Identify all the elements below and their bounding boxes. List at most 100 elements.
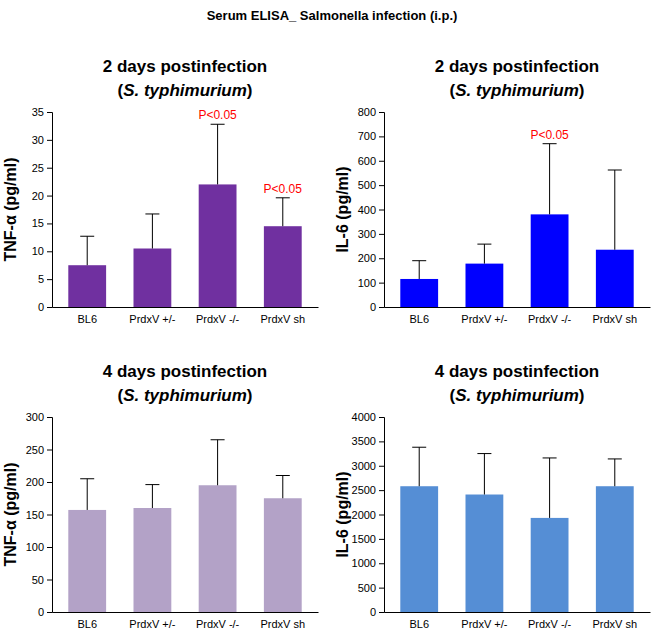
y-tick-mark bbox=[379, 210, 384, 211]
error-bar-stem bbox=[152, 485, 153, 508]
y-tick-label: 0 bbox=[38, 301, 44, 313]
chart-panel: 2 days postinfection(S. typhimurium)0100… bbox=[334, 57, 651, 325]
y-axis-title: IL-6 (pg/ml) bbox=[334, 166, 351, 252]
y-tick-label: 500 bbox=[358, 582, 376, 594]
x-axis: BL6PrdxV +/-PrdxV -/-PrdxV sh bbox=[385, 308, 651, 325]
y-tick: 50 bbox=[32, 574, 52, 586]
error-bar-cap bbox=[412, 447, 426, 448]
x-tick: PrdxV +/- bbox=[461, 618, 507, 630]
error-bar bbox=[543, 144, 557, 215]
y-tick-label: 25 bbox=[32, 162, 44, 174]
y-tick-label: 1500 bbox=[352, 533, 376, 545]
x-tick: PrdxV -/- bbox=[196, 313, 240, 325]
y-tick: 300 bbox=[358, 228, 384, 240]
y-tick-mark bbox=[47, 450, 52, 451]
y-tick: 200 bbox=[26, 476, 52, 488]
y-tick-mark bbox=[379, 515, 384, 516]
error-bar-stem bbox=[152, 214, 153, 249]
y-tick-label: 500 bbox=[358, 179, 376, 191]
x-tick-label: PrdxV -/- bbox=[528, 618, 572, 630]
y-tick-mark bbox=[379, 563, 384, 564]
x-axis-line bbox=[385, 307, 651, 308]
x-tick-label: PrdxV -/- bbox=[196, 618, 240, 630]
x-tick-label: PrdxV +/- bbox=[461, 313, 507, 325]
error-bar bbox=[412, 447, 426, 486]
y-tick-label: 30 bbox=[32, 134, 44, 146]
bar bbox=[531, 518, 569, 612]
y-tick-mark bbox=[47, 482, 52, 483]
y-tick-mark bbox=[379, 307, 384, 308]
error-bar-cap bbox=[477, 453, 491, 454]
x-tick: PrdxV sh bbox=[260, 618, 305, 630]
chart-subtitle: (S. typhimurium) bbox=[449, 81, 584, 100]
y-tick-label: 0 bbox=[370, 301, 376, 313]
bar bbox=[465, 495, 503, 612]
y-tick-label: 300 bbox=[358, 228, 376, 240]
y-tick-mark bbox=[379, 588, 384, 589]
error-bar bbox=[608, 459, 622, 486]
error-bar bbox=[477, 244, 491, 263]
y-tick-label: 3500 bbox=[352, 435, 376, 447]
y-tick: 5 bbox=[38, 273, 52, 285]
bar bbox=[596, 250, 634, 307]
y-tick-mark bbox=[47, 279, 52, 280]
y-tick-label: 600 bbox=[358, 155, 376, 167]
error-bar bbox=[276, 198, 290, 226]
y-axis-title: IL-6 (pg/ml) bbox=[334, 471, 351, 557]
error-bar-cap bbox=[145, 213, 159, 214]
y-axis: 050100150200250300 bbox=[26, 411, 53, 618]
x-axis: BL6PrdxV +/-PrdxV -/-PrdxV sh bbox=[53, 613, 319, 630]
x-tick-label: PrdxV +/- bbox=[461, 618, 507, 630]
annotation: P<0.05 bbox=[264, 182, 303, 196]
error-bar-stem bbox=[549, 144, 550, 215]
x-tick: PrdxV -/- bbox=[196, 618, 240, 630]
x-axis: BL6 PrdxV +/- PrdxV -/- PrdxV sh bbox=[385, 613, 651, 630]
error-bar-stem bbox=[484, 244, 485, 263]
y-tick-mark bbox=[379, 136, 384, 137]
error-bar-cap bbox=[477, 244, 491, 245]
y-tick-label: 1000 bbox=[352, 557, 376, 569]
y-tick-mark bbox=[379, 417, 384, 418]
error-bar bbox=[80, 236, 94, 265]
y-tick: 15 bbox=[32, 217, 52, 229]
y-tick-mark bbox=[379, 185, 384, 186]
error-bar-stem bbox=[217, 440, 218, 486]
y-tick-label: 400 bbox=[358, 204, 376, 216]
y-tick-mark bbox=[47, 417, 52, 418]
y-axis-title: TNF-α (pg/ml) bbox=[2, 157, 19, 261]
y-tick-mark bbox=[379, 258, 384, 259]
y-tick: 200 bbox=[358, 252, 384, 264]
x-tick-label: BL6 bbox=[409, 618, 429, 630]
error-bar-cap bbox=[543, 457, 557, 458]
error-bar-cap bbox=[80, 478, 94, 479]
y-tick: 400 bbox=[358, 204, 384, 216]
x-tick-label: BL6 bbox=[409, 313, 429, 325]
y-tick: 500 bbox=[358, 179, 384, 191]
y-tick: 10 bbox=[32, 245, 52, 257]
y-tick: 800 bbox=[358, 106, 384, 118]
y-tick-label: 0 bbox=[370, 606, 376, 618]
y-tick-mark bbox=[47, 140, 52, 141]
error-bar-cap bbox=[80, 236, 94, 237]
error-bar-stem bbox=[282, 476, 283, 499]
x-tick-label: PrdxV -/- bbox=[196, 313, 240, 325]
x-tick: BL6 bbox=[409, 618, 429, 630]
error-bar-stem bbox=[282, 198, 283, 226]
x-tick-label: PrdxV sh bbox=[592, 618, 637, 630]
y-tick-mark bbox=[47, 580, 52, 581]
y-tick: 500 bbox=[358, 582, 384, 594]
y-tick: 150 bbox=[26, 509, 52, 521]
y-tick: 20 bbox=[32, 190, 52, 202]
error-bar-stem bbox=[614, 459, 615, 486]
y-tick-mark bbox=[379, 161, 384, 162]
y-axis-line bbox=[47, 113, 53, 308]
y-tick-label: 15 bbox=[32, 217, 44, 229]
error-bar bbox=[543, 458, 557, 518]
y-tick-mark bbox=[379, 234, 384, 235]
bar bbox=[531, 214, 569, 307]
chart-subtitle: (S. typhimurium) bbox=[449, 386, 584, 405]
y-tick-mark bbox=[379, 283, 384, 284]
y-tick-mark bbox=[47, 196, 52, 197]
error-bar-stem bbox=[419, 261, 420, 279]
chart-title: 4 days postinfection bbox=[435, 362, 599, 381]
